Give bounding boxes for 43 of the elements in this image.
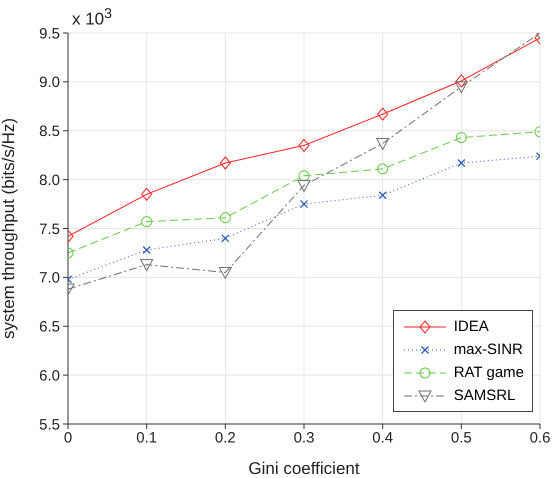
point <box>457 158 466 168</box>
point <box>298 170 310 182</box>
point <box>140 259 154 272</box>
x-tick-label: 0.4 <box>372 430 394 447</box>
y-tick-label: 9.0 <box>39 74 60 92</box>
legend-label: IDEA <box>454 318 489 335</box>
point <box>142 246 151 254</box>
legend-label: RAT game <box>454 364 524 381</box>
point <box>454 81 468 94</box>
x-tick-label: 0.6 <box>530 430 550 447</box>
x-tick-label: 0.3 <box>294 430 314 447</box>
point <box>456 132 467 144</box>
point <box>221 234 230 242</box>
point <box>378 191 387 200</box>
x-tick-label: 0.1 <box>136 430 158 447</box>
y-tick-label: 8.5 <box>39 123 60 140</box>
point <box>220 212 231 224</box>
x-tick-label: 0 <box>64 430 72 447</box>
legend-label: SAMSRL <box>454 387 516 404</box>
point <box>298 138 310 152</box>
point <box>300 200 308 208</box>
x-tick-label: 0.5 <box>450 430 472 447</box>
y-axis-title: system throughput (bits/s/Hz) <box>0 118 18 340</box>
x-axis-title: Gini coefficient <box>248 459 360 478</box>
point <box>220 156 231 170</box>
y-tick-label: 8.0 <box>39 172 60 189</box>
legend-label: max-SINR <box>454 341 523 358</box>
point <box>141 188 152 201</box>
point <box>456 74 467 88</box>
y-tick-label: 9.5 <box>39 25 60 42</box>
y-tick-label: 5.5 <box>39 416 60 434</box>
y-tick-label: 7.0 <box>39 270 60 287</box>
x-tick-label: 0.2 <box>214 430 236 447</box>
point <box>377 163 388 174</box>
point <box>377 108 388 121</box>
y-tick-label: 6.0 <box>39 367 60 384</box>
text: x 10$^{3}$ <box>72 6 112 30</box>
point <box>376 138 390 150</box>
y-tick-label: 6.5 <box>39 318 60 336</box>
y-tick-label: 7.5 <box>39 220 60 238</box>
point <box>298 180 310 192</box>
point <box>141 216 152 228</box>
point <box>218 266 232 279</box>
